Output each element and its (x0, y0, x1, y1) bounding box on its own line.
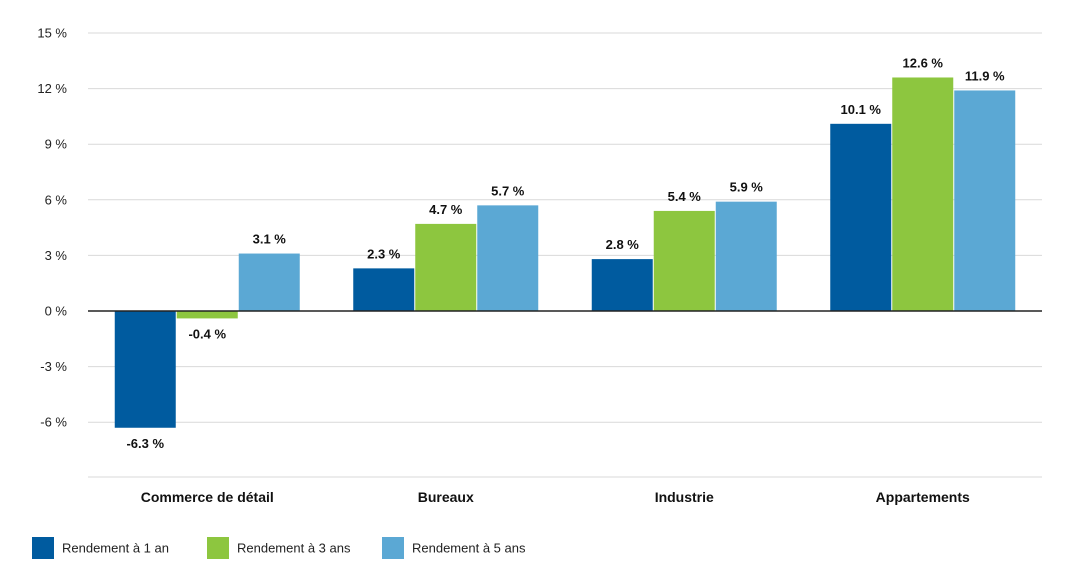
data-label: -6.3 % (126, 436, 164, 451)
y-tick-label: -6 % (40, 415, 67, 430)
y-tick-label: 0 % (45, 304, 68, 319)
data-label: 2.3 % (367, 246, 401, 261)
bar (830, 123, 892, 312)
legend-label: Rendement à 1 an (62, 541, 169, 556)
y-tick-label: 3 % (45, 248, 68, 263)
bar (114, 311, 176, 428)
category-labels: Commerce de détail Bureaux Industrie Appart… (141, 489, 970, 505)
bar (653, 210, 715, 311)
data-label: 5.7 % (491, 183, 525, 198)
legend-swatch (207, 537, 229, 559)
legend-swatch (382, 537, 404, 559)
bars (114, 77, 1016, 428)
y-tick-label: 12 % (37, 81, 67, 96)
y-axis-tick-labels: 15 % 12 % 9 % 6 % 3 % 0 % -3 % -6 % (37, 26, 67, 430)
y-tick-label: -3 % (40, 359, 67, 374)
y-tick-label: 15 % (37, 26, 67, 41)
data-label: -0.4 % (188, 326, 226, 341)
data-label: 5.9 % (730, 180, 764, 195)
data-label: 3.1 % (253, 232, 287, 247)
y-tick-label: 6 % (45, 192, 68, 207)
bar (238, 253, 300, 311)
data-label: 5.4 % (668, 189, 702, 204)
legend-label: Rendement à 3 ans (237, 541, 351, 556)
bar (415, 223, 477, 311)
data-label: 2.8 % (606, 237, 640, 252)
bar (176, 311, 238, 319)
bar (954, 90, 1016, 311)
category-label: Appartements (876, 489, 970, 505)
bar (892, 77, 954, 311)
data-labels: -6.3 % -0.4 % 3.1 % 2.3 % 4.7 % 5.7 % 2.8 % 5.4… (126, 55, 1005, 450)
category-label: Industrie (655, 489, 714, 505)
data-label: 11.9 % (965, 68, 1005, 83)
bar (591, 259, 653, 311)
legend-swatch (32, 537, 54, 559)
category-label: Commerce de détail (141, 489, 274, 505)
data-label: 10.1 % (841, 102, 882, 117)
y-tick-label: 9 % (45, 137, 68, 152)
bar (353, 268, 415, 311)
bar (477, 205, 539, 311)
data-label: 4.7 % (429, 202, 463, 217)
bar (715, 201, 777, 311)
legend-label: Rendement à 5 ans (412, 541, 526, 556)
category-label: Bureaux (418, 489, 474, 505)
data-label: 12.6 % (903, 55, 944, 70)
legend: Rendement à 1 an Rendement à 3 ans Rendeme… (32, 537, 526, 559)
